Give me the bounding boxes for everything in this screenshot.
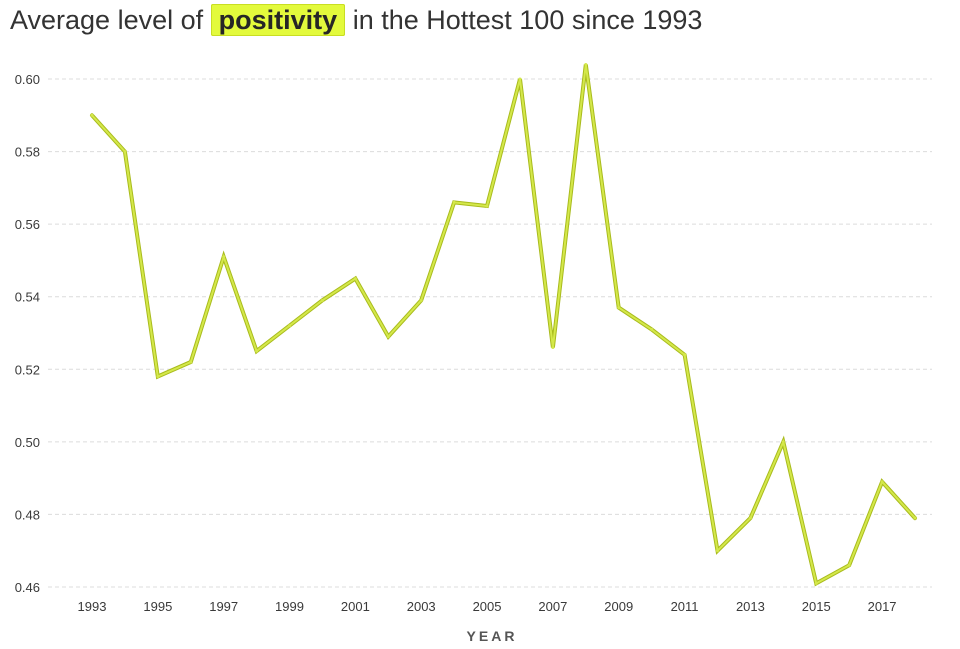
- x-tick-label: 1993: [78, 599, 107, 614]
- y-tick-label: 0.48: [15, 507, 40, 522]
- data-point: [913, 516, 917, 520]
- x-tick-label: 2003: [407, 599, 436, 614]
- series-line: [91, 64, 916, 585]
- y-tick-label: 0.56: [15, 217, 40, 232]
- y-tick-label: 0.60: [15, 72, 40, 87]
- data-point: [715, 549, 719, 553]
- data-point: [288, 324, 292, 328]
- data-point: [880, 480, 884, 484]
- x-tick-label: 2007: [538, 599, 567, 614]
- title-highlight: positivity: [210, 4, 346, 36]
- chart-title: Average level of positivity in the Hotte…: [10, 2, 702, 38]
- x-axis: 1993 1995 1997 1999 2001 2003 2005 2007 2009 2011…: [78, 599, 897, 614]
- data-point: [419, 298, 423, 302]
- data-point: [683, 353, 687, 357]
- title-prefix: Average level of: [10, 5, 204, 35]
- data-point: [386, 335, 390, 339]
- data-point: [156, 375, 160, 379]
- y-tick-label: 0.46: [15, 580, 40, 595]
- x-tick-label: 2017: [868, 599, 897, 614]
- y-tick-label: 0.54: [15, 290, 40, 305]
- x-tick-label: 1999: [275, 599, 304, 614]
- x-tick-label: 1997: [209, 599, 238, 614]
- y-axis: 0.46 0.48 0.50 0.52 0.54 0.56 0.58 0.60: [15, 72, 40, 595]
- data-point: [189, 360, 193, 364]
- y-tick-label: 0.50: [15, 435, 40, 450]
- data-point: [222, 255, 226, 259]
- data-point: [353, 277, 357, 281]
- title-suffix: in the Hottest 100 since 1993: [352, 5, 703, 35]
- x-tick-label: 2013: [736, 599, 765, 614]
- data-point: [748, 516, 752, 520]
- data-point: [814, 581, 818, 585]
- x-tick-label: 1995: [143, 599, 172, 614]
- data-point: [650, 327, 654, 331]
- x-tick-label: 2015: [802, 599, 831, 614]
- data-point: [320, 298, 324, 302]
- data-point: [123, 150, 127, 154]
- y-tick-label: 0.58: [15, 145, 40, 160]
- x-tick-label: 2005: [473, 599, 502, 614]
- data-point: [847, 563, 851, 567]
- x-tick-label: 2009: [604, 599, 633, 614]
- x-tick-label: 2001: [341, 599, 370, 614]
- y-tick-label: 0.52: [15, 362, 40, 377]
- data-point: [518, 77, 522, 81]
- data-point: [452, 200, 456, 204]
- data-point: [584, 62, 588, 66]
- data-point: [90, 113, 94, 117]
- data-point: [551, 346, 555, 350]
- data-point: [255, 349, 259, 353]
- data-series: [90, 62, 917, 587]
- data-point: [485, 204, 489, 208]
- x-tick-label: 2011: [671, 599, 699, 614]
- data-point: [617, 306, 621, 310]
- data-point: [781, 440, 785, 444]
- x-axis-label: YEAR: [467, 628, 518, 644]
